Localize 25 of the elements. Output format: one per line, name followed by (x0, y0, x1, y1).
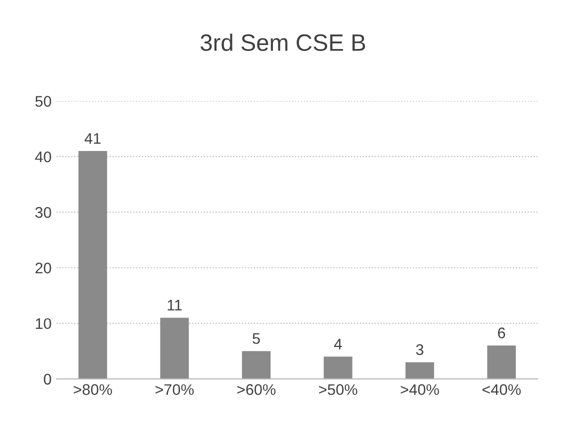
data-label: 5 (252, 333, 260, 344)
bar (78, 151, 108, 379)
x-tick-label: >80% (74, 384, 112, 395)
bar (160, 318, 189, 379)
chart-title: 3rd Sem CSE B (200, 34, 366, 52)
y-tick-label: 30 (35, 207, 52, 218)
x-tick-label: <40% (482, 384, 521, 395)
data-label: 11 (168, 300, 182, 310)
data-label: 3 (416, 344, 424, 356)
x-tick-label: >50% (319, 384, 358, 395)
y-tick-label: 50 (35, 96, 52, 107)
y-tick-label: 20 (36, 262, 52, 274)
x-tick-label: >60% (237, 384, 276, 395)
y-tick-label: 0 (44, 374, 52, 385)
x-tick-label: >70% (156, 384, 194, 395)
x-tick-label: >40% (400, 384, 439, 395)
y-tick-label: 10 (36, 318, 52, 330)
bar (324, 356, 352, 379)
bar (242, 351, 271, 379)
data-label: 4 (334, 338, 342, 350)
bar (405, 362, 434, 379)
data-label: 6 (498, 328, 506, 338)
y-tick-label: 40 (35, 151, 52, 162)
bar (487, 346, 516, 379)
data-label: 41 (84, 133, 101, 144)
